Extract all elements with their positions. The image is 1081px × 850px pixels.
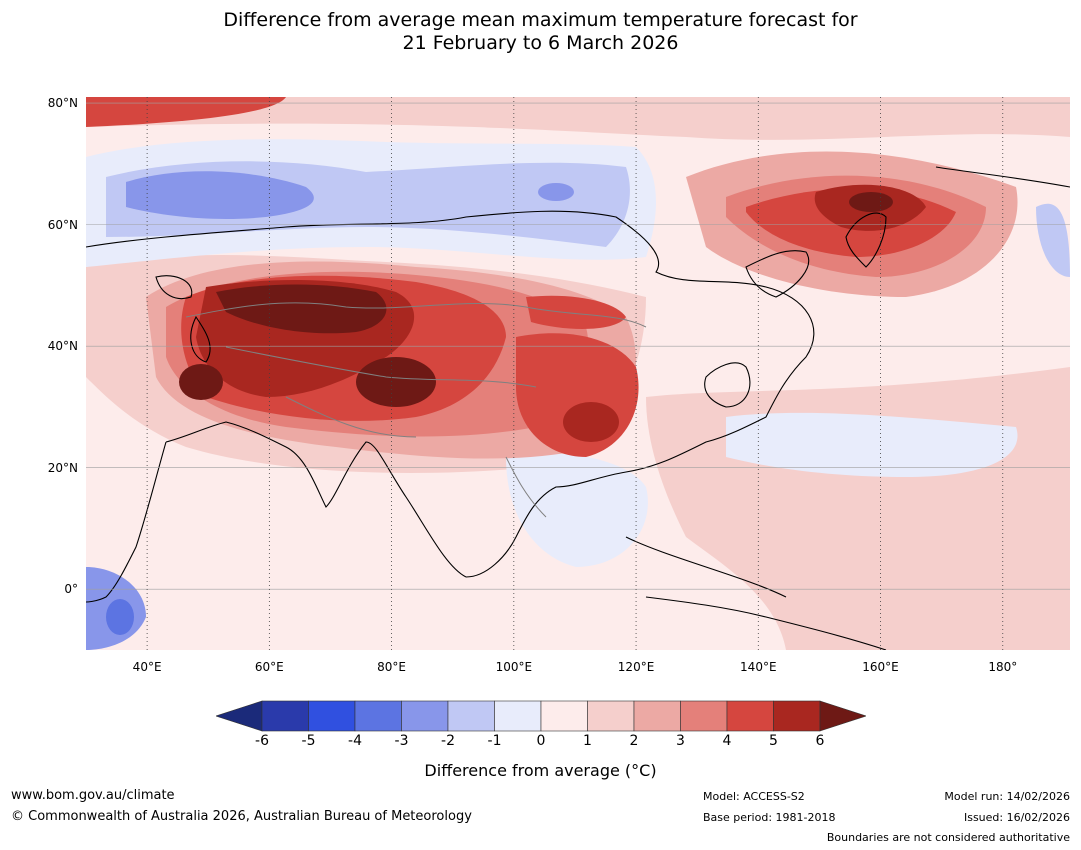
anomaly-region-west-asia-core — [179, 364, 223, 400]
anomaly-region-far-east-cold — [1036, 203, 1070, 277]
graticule — [86, 97, 1070, 650]
longitude-label: 60°E — [254, 660, 284, 674]
latitude-label: 60°N — [47, 217, 78, 232]
colorbar-segment — [261, 700, 309, 732]
colorbar-segment — [354, 700, 402, 732]
latitude-label: 40°N — [47, 339, 78, 354]
colorbar-segment — [401, 700, 449, 732]
anomaly-region-kamchatka-core — [849, 192, 893, 212]
colorbar-tick-label: -1 — [487, 733, 502, 749]
colorbar-segment — [540, 700, 588, 732]
colorbar-segment — [308, 700, 356, 732]
model-run-date: Model run: 14/02/2026 — [944, 790, 1070, 803]
longitude-label: 160°E — [862, 660, 899, 674]
longitude-label: 180° — [988, 660, 1018, 674]
colorbar-tick-label: 0 — [536, 733, 546, 749]
colorbar-tick-label: 2 — [629, 733, 639, 749]
website-link[interactable]: www.bom.gov.au/climate — [11, 788, 175, 803]
colorbar-segment — [680, 700, 728, 732]
colorbar-tick-label: -6 — [255, 733, 269, 749]
title-line-2: 21 February to 6 March 2026 — [402, 32, 679, 54]
anomaly-region-china-core — [563, 402, 619, 442]
colorbar-tick-label: 4 — [722, 733, 732, 749]
longitude-label: 40°E — [132, 660, 162, 674]
colorbar-tick-label: 6 — [815, 733, 825, 749]
base-period: Base period: 1981-2018 — [703, 811, 836, 824]
chart-title: Difference from average mean maximum tem… — [0, 9, 1081, 55]
anomaly-region-pacific-cold — [726, 412, 1018, 477]
anomaly-region-tibet-core — [356, 357, 436, 407]
temperature-anomaly-map — [86, 97, 1070, 650]
title-line-1: Difference from average mean maximum tem… — [223, 9, 858, 31]
colorbar-segment — [773, 700, 821, 732]
colorbar-segment — [726, 700, 774, 732]
anomaly-region-africa-cold-core — [106, 599, 134, 635]
colorbar-segment — [587, 700, 635, 732]
anomaly-region-mongolia-warm — [526, 295, 626, 329]
colorbar — [216, 700, 866, 732]
colorbar-tick-label: -3 — [394, 733, 409, 749]
copyright-text: © Commonwealth of Australia 2026, Austra… — [11, 809, 472, 824]
colorbar-tick-label: -5 — [301, 733, 316, 749]
colorbar-segment — [447, 700, 495, 732]
latitude-label: 0° — [64, 582, 78, 597]
coastlines — [86, 166, 1070, 650]
colorbar-label: Difference from average (°C) — [424, 761, 657, 780]
country-borders — [185, 302, 647, 518]
boundaries-note: Boundaries are not considered authoritat… — [826, 831, 1070, 844]
anomaly-region-north-warm-band — [86, 97, 1070, 140]
longitude-label: 100°E — [495, 660, 533, 674]
longitude-label: 140°E — [740, 660, 777, 674]
longitude-label: 80°E — [377, 660, 407, 674]
longitude-label: 120°E — [617, 660, 655, 674]
colorbar-tick-label: -2 — [441, 733, 455, 749]
issued-date: Issued: 16/02/2026 — [963, 811, 1070, 824]
anomaly-region-tropical-cold — [506, 453, 648, 567]
colorbar-tick-label: 1 — [583, 733, 592, 749]
colorbar-segment — [494, 700, 542, 732]
colorbar-tick-label: 5 — [769, 733, 778, 749]
colorbar-tick-label: -4 — [348, 733, 362, 749]
anomaly-region-siberia-cold-3 — [126, 171, 314, 219]
colorbar-low-extend — [216, 700, 263, 732]
anomaly-region-central-asia-warm-core — [216, 284, 387, 334]
latitude-label: 20°N — [47, 460, 78, 475]
anomaly-region-arctic-warm — [86, 97, 286, 127]
colorbar-high-extend — [819, 700, 866, 732]
colorbar-segment — [633, 700, 681, 732]
colorbar-tick-label: 3 — [676, 733, 685, 749]
model-name: Model: ACCESS-S2 — [703, 790, 805, 803]
latitude-label: 80°N — [47, 96, 78, 111]
anomaly-region-cold-core — [538, 183, 574, 201]
